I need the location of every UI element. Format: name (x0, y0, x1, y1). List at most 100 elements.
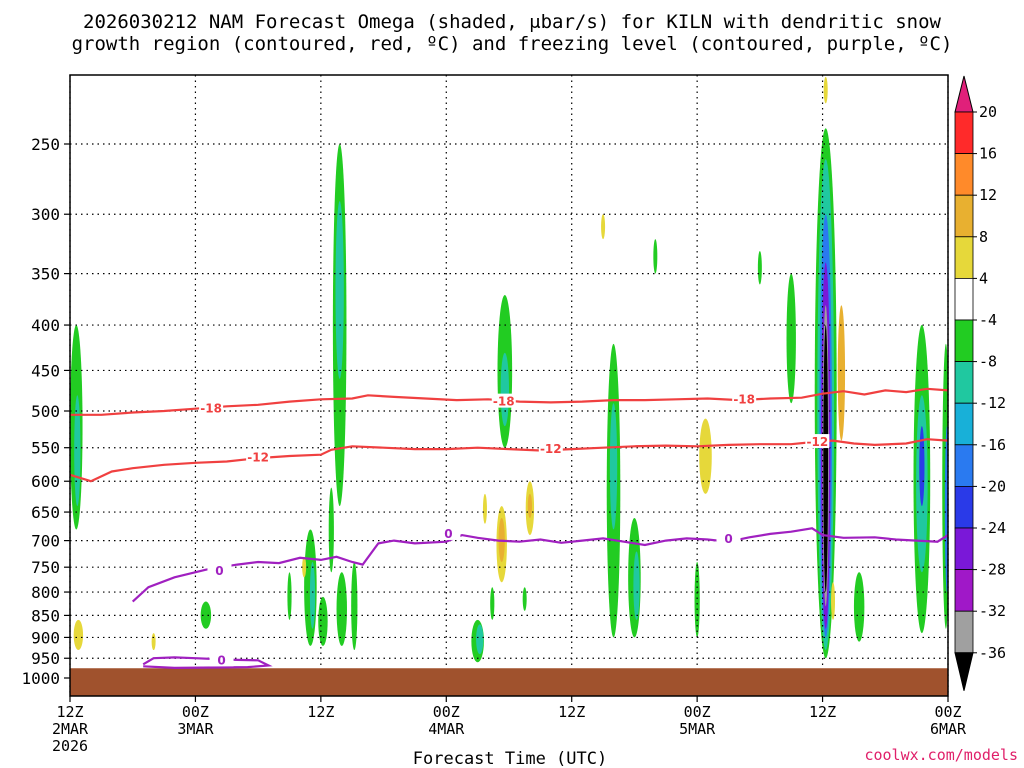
colorbar-label: 12 (979, 186, 997, 204)
credit-text: coolwx.com/models (864, 746, 1018, 764)
colorbar-label: 16 (979, 145, 997, 163)
colorbar-segment (954, 569, 974, 612)
x-tick-label: 00Z (433, 703, 460, 721)
omega-shade-blob (699, 418, 712, 494)
colorbar-segment (954, 361, 974, 404)
contour-label: -18 (493, 395, 515, 409)
contour-label: 0 (444, 527, 452, 541)
colorbar-segment (954, 277, 974, 321)
contour-label-bg (246, 449, 271, 464)
omega-shade-blob (694, 562, 700, 638)
omega-shade-blob (73, 619, 84, 651)
contour-label-bg (436, 525, 461, 540)
y-axis-ticks: 250 300 350 400 450 500 550 600 650 700 750 800 850 9… (21, 135, 70, 688)
colorbar-segment (954, 402, 974, 446)
chart-title-line-1: 2026030212 NAM Forecast Omega (shaded, μ… (83, 11, 941, 33)
x-tick-label: 2026 (52, 737, 88, 755)
omega-shade-blob (757, 250, 762, 285)
contour-label: -18 (733, 392, 755, 406)
colorbar-segment (954, 153, 974, 196)
colorbar-segment (954, 194, 974, 238)
omega-shade-blob (823, 325, 829, 593)
contour-label: -12 (540, 442, 562, 456)
colorbar-segment (954, 610, 974, 654)
x-tick-label: 12Z (558, 703, 585, 721)
contour-line-0-low (142, 656, 273, 670)
colorbar-segment (954, 111, 974, 154)
omega-shade-blob (351, 562, 358, 651)
y-tick-label: 800 (31, 583, 60, 602)
colorbar-segment (954, 527, 974, 570)
omega-shade-blob (500, 352, 510, 427)
y-tick-label: 700 (31, 532, 60, 551)
y-tick-label: 900 (31, 628, 60, 647)
contour-line--18 (70, 387, 948, 416)
colorbar-segment (954, 236, 974, 279)
colorbar-segment (954, 319, 974, 362)
y-tick-label: 600 (31, 472, 60, 491)
y-tick-label: 350 (31, 265, 60, 284)
colorbar-label: -32 (979, 602, 1006, 620)
omega-shade-blob (151, 633, 156, 651)
colorbar-label: -4 (979, 311, 997, 329)
contour-label-bg (732, 391, 757, 406)
x-tick-label: 12Z (307, 703, 334, 721)
omega-shade-blob (490, 587, 495, 620)
contour-layer: -18 -18 -18 -12 -12 -12 0 0 0 0 (70, 387, 948, 670)
colorbar-label: -20 (979, 477, 1006, 495)
omega-shade-blob (335, 201, 344, 379)
y-tick-label: 400 (31, 316, 60, 335)
omega-shade-blob (318, 596, 328, 646)
omega-shade-blob (74, 395, 81, 507)
x-tick-label: 00Z (934, 703, 961, 721)
omega-shading-layer (70, 76, 948, 663)
colorbar-segment (954, 444, 974, 487)
contour-label-bg (491, 393, 516, 408)
x-tick-label: 00Z (684, 703, 711, 721)
y-tick-label: 650 (31, 503, 60, 522)
contour-label-bg (538, 441, 563, 456)
contour-label-bg (209, 652, 234, 667)
plot-frame (69, 74, 949, 697)
omega-shade-blob (831, 582, 836, 620)
x-tick-label: 4MAR (428, 720, 465, 738)
colorbar-label: -28 (979, 561, 1006, 579)
x-tick-label: 12Z (56, 703, 83, 721)
colorbar: 20 16 12 8 4 -4 -8 -12 -16 -20 -24 -28 -32 -36 (954, 75, 1006, 691)
colorbar-label: -12 (979, 394, 1006, 412)
colorbar-bottom-arrow (954, 652, 974, 691)
y-tick-label: 450 (31, 361, 60, 380)
y-tick-label: 500 (31, 402, 60, 421)
x-tick-label: 12Z (809, 703, 836, 721)
colorbar-label: -24 (979, 519, 1006, 537)
omega-shade-blob (786, 273, 796, 404)
omega-shade-blob (482, 493, 487, 524)
contour-label: 0 (215, 564, 223, 578)
y-tick-label: 850 (31, 606, 60, 625)
x-axis-label: Forecast Time (UTC) (413, 749, 607, 768)
ground-surface-layer (70, 668, 948, 696)
contour-label: -18 (200, 402, 222, 416)
omega-shade-blob (837, 305, 846, 441)
colorbar-label: -36 (979, 644, 1006, 662)
contour-line-0 (131, 527, 948, 603)
omega-shade-blob (823, 76, 828, 104)
omega-shade-blob (336, 572, 347, 646)
contour-label-bg (805, 434, 830, 449)
x-tick-label: 5MAR (679, 720, 716, 738)
x-tick-label: 6MAR (930, 720, 967, 738)
x-tick-label: 2MAR (52, 720, 89, 738)
colorbar-segment (954, 485, 974, 529)
omega-shade-blob (853, 572, 865, 642)
omega-shade-blob (522, 587, 527, 611)
omega-shade-blob (653, 239, 658, 274)
colorbar-label: -16 (979, 436, 1006, 454)
colorbar-label: 20 (979, 103, 997, 121)
contour-label: -12 (247, 450, 269, 464)
omega-shade-blob (527, 493, 532, 518)
y-tick-label: 250 (31, 135, 60, 154)
colorbar-label: 8 (979, 228, 988, 246)
x-tick-label: 3MAR (177, 720, 214, 738)
